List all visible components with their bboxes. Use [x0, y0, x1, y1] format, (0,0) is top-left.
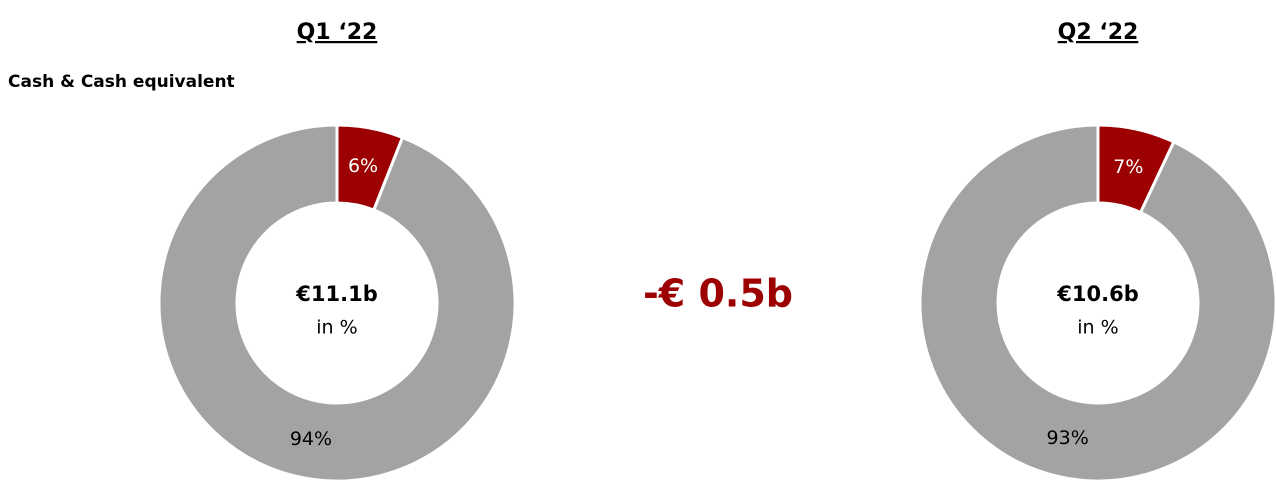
chart-title: Q1 ‘22	[297, 20, 378, 45]
center-sublabel: in %	[1077, 317, 1118, 339]
donut-slice	[918, 123, 1276, 483]
subtitle: Cash & Cash equivalent	[8, 72, 235, 92]
value-label: 94%	[290, 428, 332, 450]
chart-title: Q2 ‘22	[1058, 20, 1139, 45]
center-sublabel: in %	[316, 317, 357, 339]
value-label: 93%	[1047, 427, 1089, 449]
value-label: 6%	[348, 155, 378, 177]
center-label: €11.1b	[295, 282, 377, 306]
donut-slice	[157, 123, 517, 483]
value-label: 7%	[1113, 156, 1143, 178]
center-label: €10.6b	[1056, 282, 1138, 306]
annotation: -€ 0.5b	[643, 272, 793, 316]
